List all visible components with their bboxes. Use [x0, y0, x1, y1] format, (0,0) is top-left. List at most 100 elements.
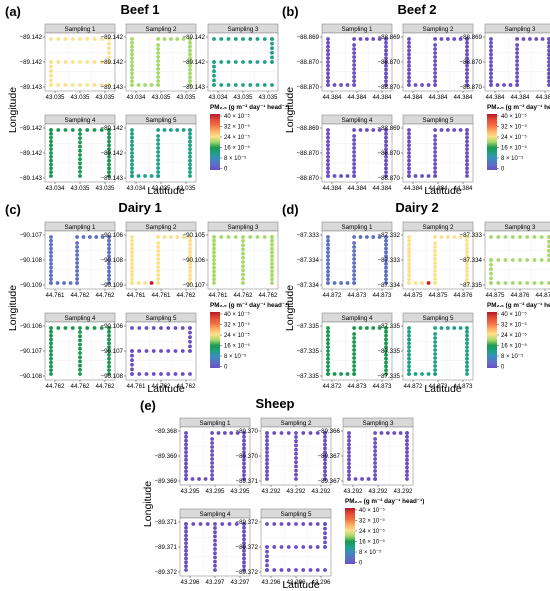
data-point — [130, 52, 134, 57]
subplot-3: Sampling 4 −88.869 −88.870 −88.870 44.384 44.… — [296, 114, 393, 192]
data-point — [347, 438, 351, 443]
y-axis-title: Longitude — [142, 481, 154, 527]
data-point — [213, 522, 217, 526]
data-point — [433, 269, 437, 273]
data-point — [326, 360, 330, 365]
data-point — [94, 235, 99, 239]
data-point — [78, 148, 82, 153]
data-point — [407, 48, 411, 53]
data-point — [465, 83, 469, 87]
strip-label: Sampling 4 — [65, 315, 97, 322]
data-point — [272, 568, 277, 572]
data-point — [294, 568, 298, 572]
data-point — [405, 473, 409, 478]
data-point — [107, 238, 111, 243]
x-tick-label: 44.762 — [96, 383, 115, 390]
data-point — [92, 37, 97, 41]
data-point — [49, 131, 53, 136]
data-point — [465, 75, 469, 80]
x-tick-label: 44.873 — [373, 292, 392, 299]
data-point — [130, 358, 134, 363]
data-point — [384, 52, 388, 57]
data-point — [188, 254, 192, 259]
data-point — [78, 355, 82, 360]
data-point — [210, 449, 214, 453]
data-point — [326, 261, 330, 266]
x-tick-label: 44.384 — [429, 94, 448, 101]
data-point — [326, 341, 330, 346]
data-point — [352, 340, 356, 344]
data-point — [384, 265, 388, 270]
data-point — [242, 568, 246, 572]
data-point — [326, 128, 330, 132]
data-point — [49, 154, 53, 159]
data-point — [265, 568, 269, 572]
x-tick-label: 43.296 — [312, 579, 331, 586]
data-point — [465, 238, 469, 243]
data-point — [156, 138, 161, 142]
data-point — [384, 139, 388, 144]
data-point — [184, 457, 188, 462]
data-point — [49, 128, 53, 132]
data-point — [156, 67, 161, 71]
x-tick-label: 44.762 — [177, 383, 196, 390]
data-point — [156, 265, 161, 269]
data-point — [326, 372, 330, 376]
data-point — [352, 75, 356, 79]
data-point — [547, 258, 550, 262]
data-point — [49, 139, 53, 144]
data-point — [503, 281, 508, 285]
data-point — [384, 368, 388, 373]
data-point — [332, 83, 337, 87]
data-point — [78, 161, 82, 166]
data-point — [433, 277, 437, 281]
x-tick-label: 44.873 — [429, 383, 448, 390]
data-point — [107, 281, 111, 285]
data-point — [107, 147, 111, 152]
data-point — [326, 79, 330, 84]
data-point — [149, 174, 154, 178]
panel-letter: (c) — [5, 202, 21, 217]
data-point — [188, 281, 192, 285]
data-point — [407, 44, 411, 49]
y-tick-label: −89.372 — [235, 544, 258, 551]
data-point — [345, 372, 350, 376]
data-point — [78, 144, 82, 149]
data-point — [191, 522, 196, 526]
data-point — [489, 271, 493, 276]
data-point — [184, 568, 188, 572]
data-point — [180, 326, 185, 330]
data-point — [496, 281, 501, 285]
data-point — [358, 128, 363, 132]
data-point — [407, 63, 411, 68]
y-axis-title: Longitude — [7, 285, 19, 331]
data-point — [130, 75, 134, 80]
data-point — [49, 273, 53, 278]
data-point — [136, 83, 141, 87]
data-point — [188, 277, 192, 282]
data-point — [433, 43, 437, 47]
data-point — [433, 158, 437, 162]
data-point — [547, 40, 550, 45]
data-point — [465, 48, 469, 53]
data-point — [130, 174, 134, 178]
data-point — [433, 170, 437, 174]
data-point — [188, 75, 192, 80]
subplot-0: Sampling 1 −89.142 −89.142 −89.143 43.035 43.… — [19, 23, 116, 101]
data-point — [433, 348, 437, 352]
data-point — [407, 67, 411, 72]
data-point — [241, 239, 245, 243]
data-point — [107, 352, 111, 357]
data-point — [144, 326, 149, 330]
data-point — [213, 551, 217, 556]
data-point — [465, 372, 469, 376]
data-point — [547, 239, 550, 244]
data-point — [210, 477, 214, 481]
legend-tick-label: 32 × 10⁻⁵ — [501, 124, 527, 131]
data-point — [465, 345, 469, 350]
data-point — [345, 174, 350, 178]
data-point — [107, 250, 111, 255]
data-point — [242, 438, 246, 443]
strip-label: Sampling 1 — [65, 26, 97, 33]
